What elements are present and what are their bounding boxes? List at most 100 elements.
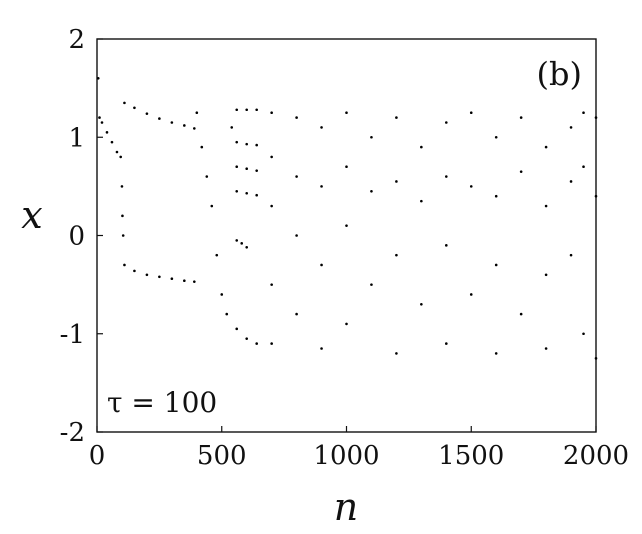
data-point	[170, 121, 174, 124]
x-tick-label: 1500	[438, 441, 504, 471]
x-tick-label: 2000	[563, 441, 629, 471]
data-point	[245, 108, 248, 112]
data-point	[230, 126, 234, 129]
data-point	[123, 263, 126, 267]
data-point	[519, 312, 523, 316]
data-point	[205, 175, 209, 178]
data-point	[270, 155, 273, 159]
data-point	[345, 111, 348, 114]
data-point	[469, 185, 473, 188]
data-point	[235, 140, 239, 144]
data-point	[494, 352, 498, 355]
tau-annotation: τ = 100	[107, 386, 217, 419]
data-point	[582, 165, 585, 169]
x-tick-label: 500	[197, 441, 247, 471]
y-tick-label: -1	[60, 320, 85, 350]
data-point	[215, 253, 219, 257]
data-point	[420, 145, 423, 149]
data-point	[445, 121, 448, 124]
data-point	[240, 242, 244, 245]
data-point	[544, 204, 548, 208]
data-point	[200, 145, 204, 149]
data-point	[158, 275, 161, 279]
data-point	[445, 342, 448, 345]
panel-label: (b)	[537, 55, 582, 93]
data-point	[445, 244, 448, 247]
data-point	[195, 111, 199, 114]
data-point	[183, 124, 186, 127]
data-point	[544, 347, 548, 350]
data-point	[98, 116, 101, 119]
data-point	[320, 126, 323, 129]
data-point	[494, 263, 498, 267]
data-point	[544, 145, 548, 149]
data-point	[235, 327, 239, 331]
data-point	[370, 135, 373, 139]
data-point	[220, 293, 224, 296]
data-point	[569, 253, 573, 257]
data-point	[469, 293, 473, 296]
data-point	[245, 142, 248, 146]
data-point	[210, 204, 214, 208]
data-point	[245, 167, 248, 170]
data-point	[395, 180, 398, 183]
data-point	[193, 127, 196, 130]
data-point	[145, 112, 149, 115]
y-tick-label: 0	[68, 222, 85, 252]
data-point	[320, 347, 323, 350]
data-point	[183, 279, 186, 282]
y-axis-label: x	[21, 193, 42, 237]
data-point	[594, 194, 598, 198]
data-point	[569, 180, 573, 183]
data-point	[245, 245, 248, 249]
data-point	[594, 116, 598, 119]
axis-ticks: 0 500 1000 1500 2000 2 1 0 -1 -2	[60, 25, 629, 471]
data-point	[320, 185, 323, 188]
data-point	[119, 155, 123, 159]
data-point	[395, 253, 398, 257]
y-tick-label: -2	[60, 418, 85, 448]
x-axis-label: n	[334, 485, 358, 529]
data-point	[235, 189, 239, 193]
data-point	[270, 342, 273, 345]
data-point	[494, 135, 498, 139]
data-point	[96, 77, 100, 80]
data-point	[569, 126, 573, 129]
y-tick-label: 1	[68, 123, 85, 153]
data-point	[420, 302, 423, 306]
data-point	[225, 312, 229, 316]
data-point	[235, 239, 239, 242]
data-point	[255, 169, 258, 172]
data-point	[133, 106, 136, 110]
data-point	[115, 150, 119, 154]
data-points	[96, 77, 598, 360]
data-point	[105, 131, 109, 134]
data-point	[123, 101, 126, 105]
data-point	[295, 312, 298, 316]
data-point	[133, 269, 136, 273]
data-point	[519, 116, 523, 119]
data-point	[420, 199, 423, 203]
data-point	[345, 165, 348, 169]
data-point	[235, 165, 239, 169]
data-point	[121, 214, 124, 218]
data-point	[594, 357, 598, 360]
data-point	[270, 111, 273, 114]
data-point	[519, 170, 523, 173]
data-point	[295, 175, 298, 178]
data-point	[255, 342, 258, 345]
data-point	[245, 337, 248, 340]
data-point	[395, 352, 398, 355]
data-point	[110, 140, 114, 144]
data-point	[145, 273, 149, 277]
x-tick-label: 0	[89, 441, 106, 471]
data-point	[255, 193, 258, 197]
data-point	[235, 108, 239, 112]
data-point	[245, 191, 248, 195]
data-point	[270, 204, 273, 208]
data-point	[345, 224, 348, 227]
data-point	[120, 185, 124, 188]
data-point	[582, 332, 585, 336]
data-point	[544, 273, 548, 277]
